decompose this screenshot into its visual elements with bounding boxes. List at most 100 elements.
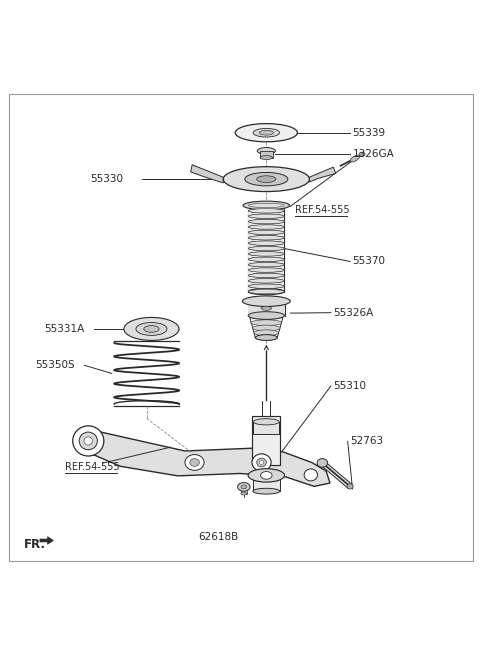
Ellipse shape — [304, 469, 318, 481]
Ellipse shape — [248, 278, 284, 283]
Ellipse shape — [248, 203, 284, 208]
Ellipse shape — [257, 147, 276, 154]
Ellipse shape — [248, 268, 284, 272]
Ellipse shape — [84, 437, 93, 445]
Text: REF.54-555: REF.54-555 — [65, 462, 120, 472]
Ellipse shape — [248, 241, 284, 246]
Bar — [248, 301, 285, 316]
Text: 55331A: 55331A — [44, 324, 84, 334]
Ellipse shape — [248, 263, 284, 267]
Ellipse shape — [248, 252, 284, 256]
Ellipse shape — [248, 236, 284, 240]
Polygon shape — [81, 430, 330, 487]
Bar — [253, 476, 280, 491]
Ellipse shape — [253, 128, 279, 137]
Ellipse shape — [350, 155, 360, 162]
Ellipse shape — [252, 454, 271, 471]
Text: 55310: 55310 — [333, 381, 366, 391]
Ellipse shape — [248, 246, 284, 251]
Text: 52763: 52763 — [350, 436, 383, 447]
Ellipse shape — [248, 263, 284, 267]
Ellipse shape — [248, 284, 284, 288]
Ellipse shape — [242, 296, 290, 307]
Ellipse shape — [248, 246, 284, 251]
Ellipse shape — [248, 214, 284, 218]
Ellipse shape — [248, 284, 284, 288]
Ellipse shape — [238, 483, 250, 491]
Ellipse shape — [248, 288, 284, 295]
Ellipse shape — [255, 335, 277, 341]
Text: 62618B: 62618B — [198, 532, 239, 542]
Ellipse shape — [144, 326, 159, 332]
Polygon shape — [191, 165, 223, 183]
Ellipse shape — [317, 458, 327, 467]
Text: 55370: 55370 — [352, 257, 385, 267]
Text: 55339: 55339 — [352, 128, 385, 138]
Ellipse shape — [248, 203, 284, 208]
Ellipse shape — [248, 273, 284, 278]
Ellipse shape — [261, 472, 272, 479]
Ellipse shape — [250, 314, 283, 320]
Ellipse shape — [248, 209, 284, 213]
Bar — [252, 415, 280, 465]
Ellipse shape — [260, 156, 273, 160]
Ellipse shape — [255, 335, 277, 341]
Ellipse shape — [259, 470, 264, 474]
Bar — [241, 487, 247, 494]
Ellipse shape — [248, 268, 284, 272]
Ellipse shape — [235, 124, 298, 141]
Bar — [248, 206, 284, 291]
Ellipse shape — [252, 325, 280, 331]
Text: REF.54-555: REF.54-555 — [295, 205, 349, 215]
Ellipse shape — [190, 458, 199, 466]
Text: 55330: 55330 — [90, 174, 123, 184]
Ellipse shape — [245, 172, 288, 186]
Ellipse shape — [257, 176, 276, 183]
Polygon shape — [40, 536, 53, 544]
Text: FR.: FR. — [24, 538, 46, 551]
Text: 55326A: 55326A — [333, 308, 373, 318]
Ellipse shape — [254, 330, 279, 335]
Ellipse shape — [347, 484, 353, 489]
Polygon shape — [310, 167, 336, 182]
Ellipse shape — [248, 225, 284, 229]
Ellipse shape — [248, 230, 284, 234]
Ellipse shape — [248, 252, 284, 256]
Ellipse shape — [253, 419, 279, 425]
Text: 55350S: 55350S — [35, 360, 75, 370]
Ellipse shape — [251, 320, 282, 326]
Ellipse shape — [248, 209, 284, 213]
Ellipse shape — [223, 166, 310, 191]
Ellipse shape — [248, 214, 284, 218]
Ellipse shape — [73, 426, 104, 456]
Ellipse shape — [257, 458, 266, 467]
Polygon shape — [321, 461, 352, 489]
Ellipse shape — [241, 492, 247, 495]
Ellipse shape — [248, 257, 284, 261]
Ellipse shape — [241, 485, 247, 489]
Ellipse shape — [248, 273, 284, 278]
Ellipse shape — [261, 307, 272, 310]
Ellipse shape — [259, 460, 264, 464]
Ellipse shape — [259, 130, 274, 135]
Ellipse shape — [359, 152, 365, 157]
Ellipse shape — [79, 432, 97, 450]
Ellipse shape — [248, 225, 284, 229]
Ellipse shape — [248, 290, 284, 293]
Ellipse shape — [185, 455, 204, 470]
Bar — [260, 151, 273, 158]
Ellipse shape — [248, 236, 284, 240]
Ellipse shape — [253, 489, 280, 494]
Ellipse shape — [248, 290, 284, 293]
Ellipse shape — [248, 219, 284, 224]
Ellipse shape — [243, 201, 289, 210]
Bar — [253, 422, 279, 434]
Ellipse shape — [248, 469, 285, 482]
Ellipse shape — [276, 472, 281, 477]
Ellipse shape — [124, 318, 179, 341]
Ellipse shape — [248, 230, 284, 234]
Ellipse shape — [136, 322, 167, 335]
Ellipse shape — [248, 219, 284, 224]
Ellipse shape — [248, 312, 285, 320]
Ellipse shape — [248, 257, 284, 261]
